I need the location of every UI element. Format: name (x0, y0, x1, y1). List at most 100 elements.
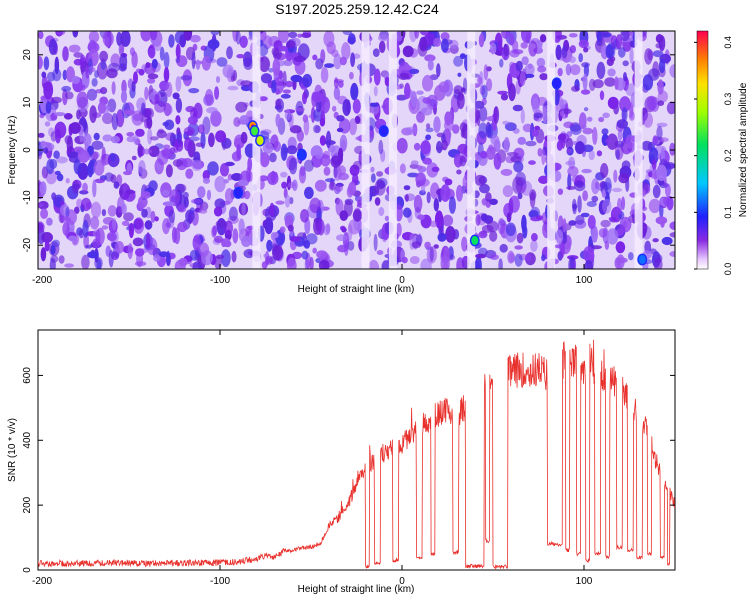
heatmap-cell (317, 219, 325, 236)
heatmap-cell (666, 101, 675, 115)
heatmap-cell (140, 191, 151, 199)
heatmap-cell (289, 236, 301, 242)
heatmap-cell (536, 215, 544, 220)
heatmap-cell (300, 209, 309, 223)
heatmap-cell (402, 207, 412, 218)
heatmap-cell (591, 195, 599, 203)
heatmap-cell (565, 160, 575, 166)
heatmap-cell (374, 197, 381, 206)
heatmap-cell (86, 88, 98, 101)
heatmap-cell (66, 135, 74, 154)
heatmap-cell (135, 248, 145, 257)
heatmap-cell (566, 148, 572, 154)
heatmap-cell (169, 132, 176, 147)
heatmap-cell (555, 44, 562, 61)
heatmap-cell (175, 43, 181, 60)
heatmap-cell (335, 184, 343, 192)
heatmap-cell (669, 142, 675, 156)
heatmap-cell (81, 197, 92, 212)
heatmap-hotspot (298, 150, 306, 160)
heatmap-cell (43, 81, 54, 100)
low-amplitude-column (361, 31, 370, 269)
heatmap-cell (623, 72, 627, 82)
heatmap-cell (168, 34, 175, 48)
heatmap-cell (578, 53, 583, 63)
heatmap-cell (333, 166, 342, 181)
heatmap-cell (596, 61, 606, 79)
heatmap-cell (440, 255, 450, 269)
heatmap-cell (49, 258, 56, 269)
heatmap-cell (107, 205, 117, 217)
heatmap-cell (56, 156, 68, 164)
heatmap-cell (381, 104, 387, 109)
heatmap-cell (214, 235, 223, 243)
heatmap-cell (137, 143, 143, 158)
heatmap-hotspot (380, 126, 388, 136)
heatmap-cell (77, 149, 90, 163)
colorbar-tick-label: 0.1 (723, 206, 733, 219)
heatmap-cell (500, 93, 509, 101)
heatmap-cell (60, 216, 71, 223)
heatmap-cell (284, 194, 291, 208)
heatmap-cell (189, 34, 201, 43)
heatmap-cell (407, 172, 419, 178)
spectrogram-heatmap (38, 31, 675, 269)
heatmap-cell (641, 140, 653, 151)
heatmap-cell (514, 245, 523, 250)
heatmap-cell (73, 158, 82, 175)
heatmap-cell (91, 201, 102, 219)
heatmap-cell (269, 202, 275, 217)
heatmap-cell (376, 171, 384, 177)
heatmap-cell (68, 44, 81, 53)
heatmap-cell (497, 90, 508, 95)
heatmap-cell (156, 163, 162, 171)
heatmap-cell (39, 113, 45, 119)
heatmap-cell (141, 102, 146, 115)
heatmap-cell (320, 110, 326, 127)
heatmap-cell (238, 218, 245, 235)
heatmap-cell (54, 170, 61, 176)
heatmap-cell (224, 188, 234, 204)
heatmap-cell (483, 64, 489, 81)
heatmap-cell (536, 57, 546, 68)
heatmap-cell (503, 137, 510, 153)
heatmap-cell (666, 196, 674, 211)
heatmap-cell (342, 99, 351, 116)
heatmap-cell (497, 40, 503, 53)
heatmap-cell (113, 181, 120, 189)
heatmap-hotspot (638, 254, 646, 264)
heatmap-cell (247, 157, 253, 172)
heatmap-cell (302, 91, 307, 105)
heatmap-cell (294, 55, 306, 63)
heatmap-cell (352, 209, 363, 222)
heatmap-cell (95, 229, 101, 246)
heatmap-cell (586, 201, 597, 207)
heatmap-cell (243, 190, 251, 200)
heatmap-cell (528, 40, 538, 57)
spectrogram-y-ticks: 20 10 0 -10 -20 (22, 49, 675, 252)
spectrogram-x-tick-label: 0 (399, 275, 405, 286)
heatmap-cell (565, 63, 572, 76)
heatmap-cell (414, 31, 420, 39)
heatmap-cell (235, 101, 248, 113)
heatmap-cell (537, 147, 543, 157)
heatmap-cell (520, 109, 525, 124)
heatmap-cell (187, 115, 198, 125)
heatmap-cell (669, 221, 675, 230)
heatmap-cell (507, 250, 515, 264)
heatmap-cell (279, 226, 286, 234)
heatmap-cell (372, 48, 380, 57)
heatmap-cell (179, 34, 187, 48)
heatmap-cell (430, 182, 440, 200)
heatmap-cell (441, 139, 448, 151)
heatmap-cell (520, 42, 528, 49)
heatmap-cell (231, 250, 237, 263)
heatmap-cell (318, 260, 330, 269)
heatmap-cell (213, 206, 223, 217)
heatmap-cell (621, 107, 628, 122)
heatmap-cell (222, 238, 231, 246)
heatmap-cell (82, 182, 88, 193)
heatmap-cell (147, 73, 159, 80)
heatmap-cell (40, 247, 47, 262)
heatmap-cell (135, 128, 145, 137)
